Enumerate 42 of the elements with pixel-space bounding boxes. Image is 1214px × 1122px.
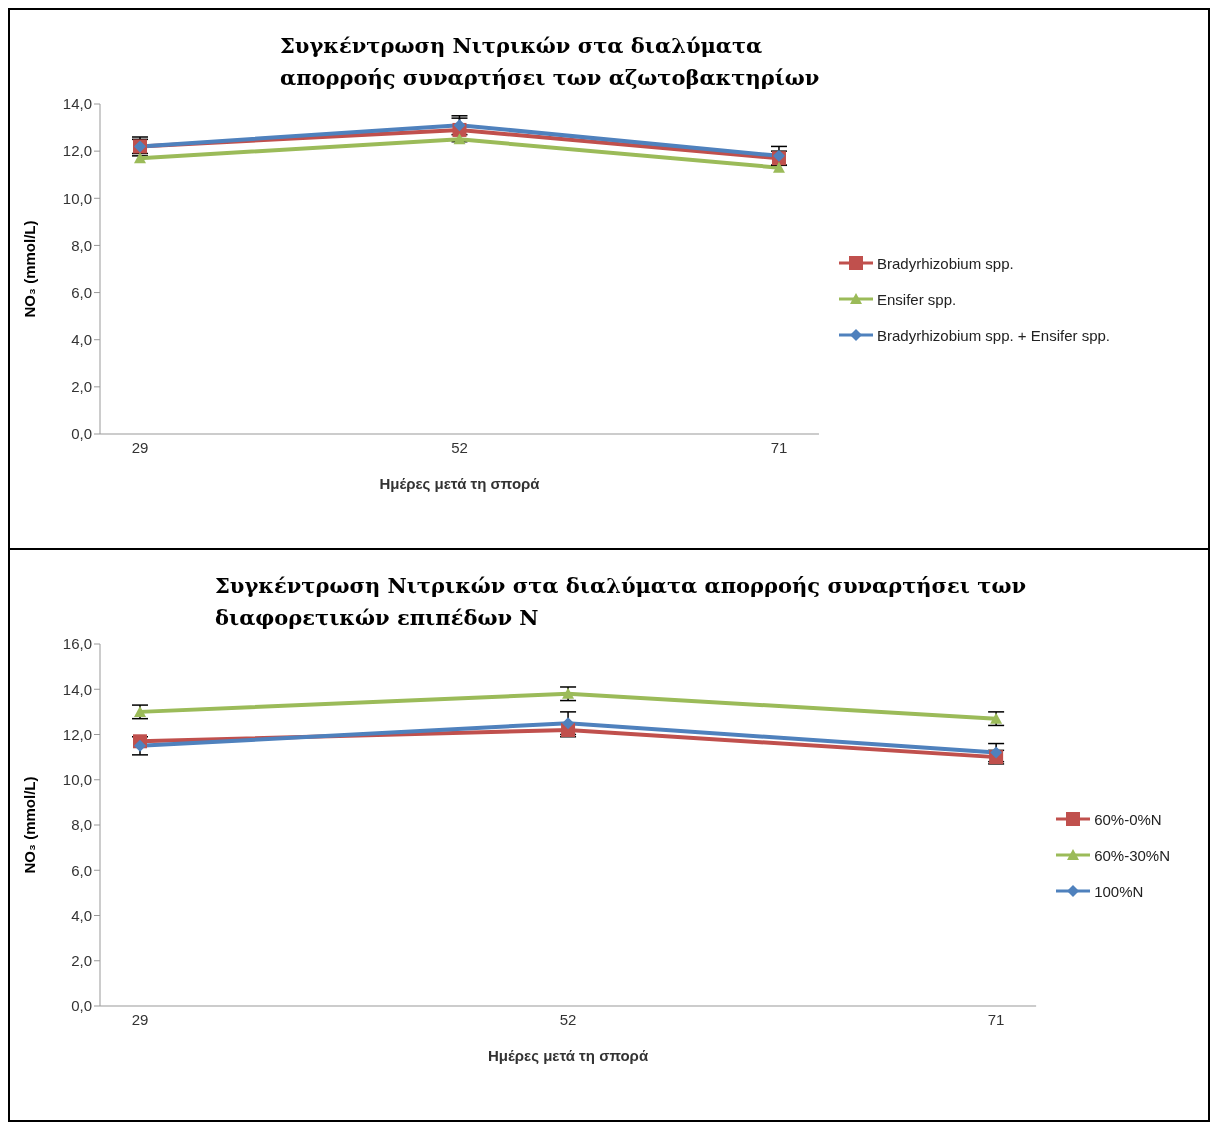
point <box>990 746 1003 759</box>
x-tick-label: 52 <box>451 438 468 456</box>
y-tick-label: 4,0 <box>71 906 92 924</box>
legend-label: 60%-30%N <box>1094 846 1170 864</box>
y-axis-title: NO₃ (mmol/L) <box>21 776 39 874</box>
y-tick-label: 12,0 <box>62 725 92 743</box>
point <box>134 739 146 752</box>
legend-label: Ensifer spp. <box>876 290 957 308</box>
y-tick-label: 14,0 <box>62 680 92 698</box>
x-tick-label: 29 <box>131 438 149 456</box>
point <box>453 119 466 132</box>
y-tick-label: 2,0 <box>71 952 92 970</box>
y-axis-title: NO₃ (mmol/L) <box>21 220 39 318</box>
y-tick-label: 8,0 <box>71 816 92 834</box>
legend-label: 60%-0%N <box>1094 810 1162 828</box>
y-tick-label: 12,0 <box>62 142 92 160</box>
y-tick-label: 14,0 <box>62 95 92 113</box>
x-axis-title: Ημέρες μετά τη σπορά <box>379 475 541 492</box>
y-tick-label: 6,0 <box>71 861 92 879</box>
y-tick-label: 10,0 <box>62 771 92 789</box>
legend-label: 100%N <box>1094 882 1144 900</box>
y-tick-label: 0,0 <box>71 997 92 1015</box>
point <box>772 149 785 162</box>
y-tick-label: 2,0 <box>71 378 92 396</box>
y-tick-label: 0,0 <box>71 425 92 443</box>
legend-label: Bradyrhizobium spp. <box>876 254 1014 272</box>
x-tick-label: 29 <box>131 1010 149 1028</box>
y-tick-label: 8,0 <box>71 236 92 254</box>
x-tick-label: 52 <box>559 1010 577 1028</box>
chart-title: Συγκέντρωση Νιτρικών στα διαλύματα απορροής συναρτήσει των διαφορετικών επιπέδων Ν <box>215 572 1027 632</box>
point <box>772 161 785 173</box>
y-tick-label: 10,0 <box>62 189 92 207</box>
y-tick-label: 4,0 <box>71 331 92 349</box>
x-tick-label: 71 <box>987 1010 1005 1028</box>
legend-label: Bradyrhizobium spp. + Ensifer spp. <box>876 326 1110 344</box>
chart-title: Συγκέντρωση Νιτρικών στα διαλύματα απορροής συναρτήσει των αζωτοβακτηρίων <box>280 32 821 92</box>
x-tick-label: 71 <box>770 438 788 456</box>
y-tick-label: 16,0 <box>62 635 92 653</box>
x-axis-title: Ημέρες μετά τη σπορά <box>488 1047 649 1064</box>
point <box>453 133 466 145</box>
y-tick-label: 6,0 <box>71 283 92 301</box>
point <box>562 717 575 730</box>
